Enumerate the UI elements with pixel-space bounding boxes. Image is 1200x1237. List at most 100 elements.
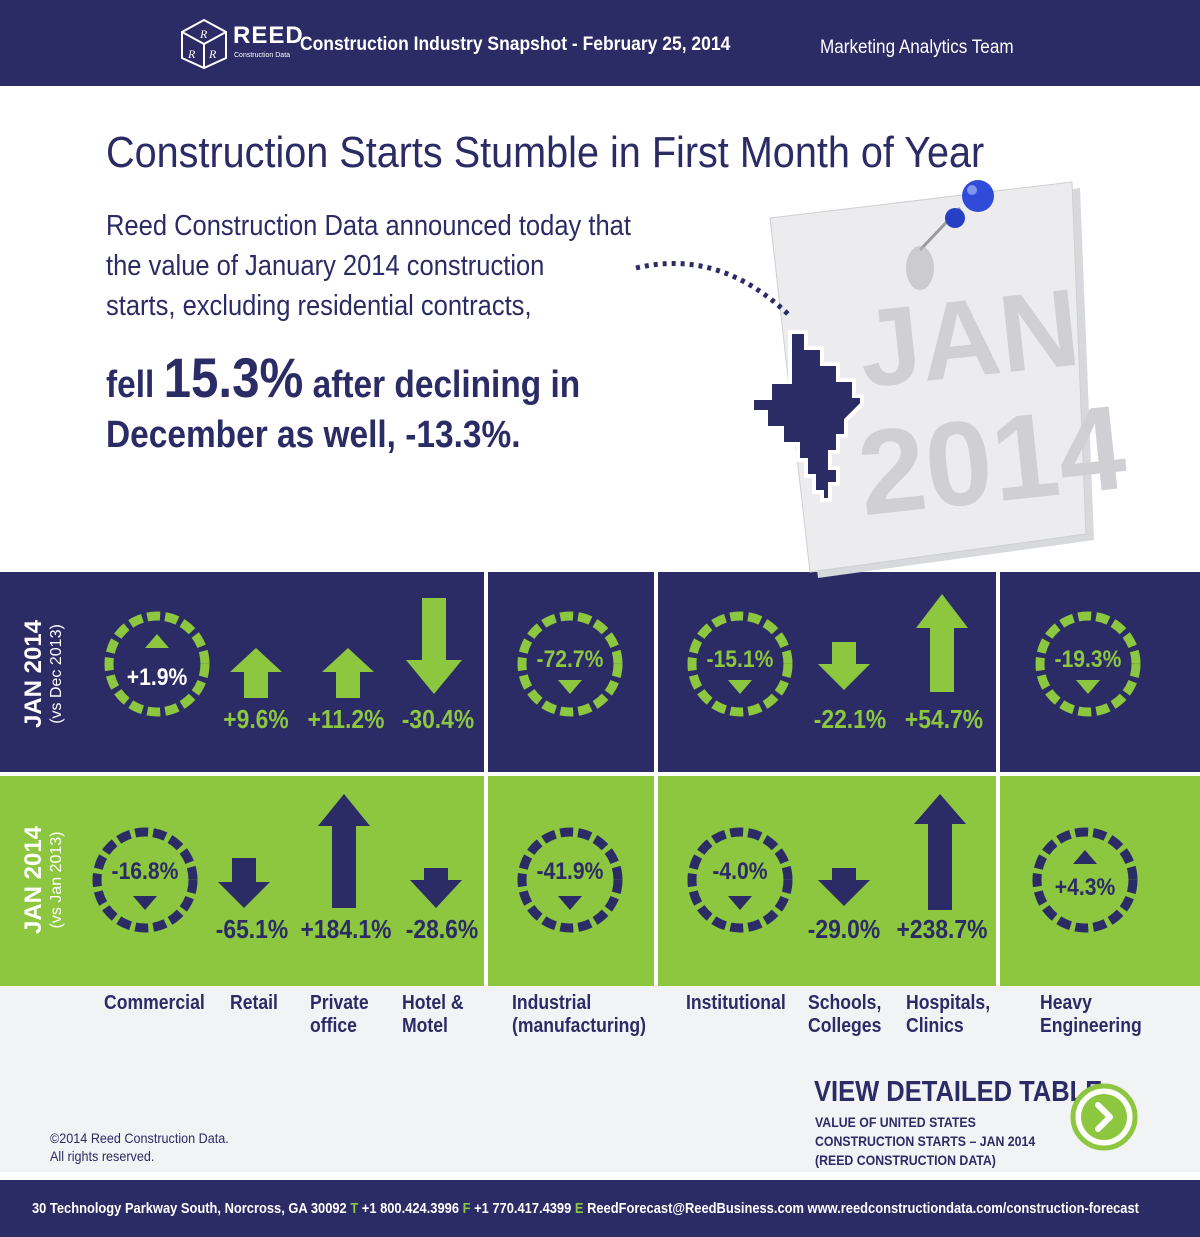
view-sub-2: CONSTRUCTION STARTS – JAN 2014: [815, 1133, 1036, 1149]
footer-contact: 30 Technology Parkway South, Norcross, G…: [32, 1200, 1139, 1217]
category-hospitals-1: Hospitals,: [906, 992, 991, 1014]
top-industrial-panel: [488, 572, 654, 772]
up-triangle-icon: [1073, 850, 1097, 864]
category-hotel-2: Motel: [402, 1015, 448, 1037]
bottom-institutional-value: -4.0%: [712, 858, 768, 885]
category-industrial: Industrial (manufacturing): [512, 992, 646, 1038]
bottom-industrial-value: -41.9%: [536, 858, 604, 885]
footer-phone-label: T: [350, 1200, 359, 1217]
category-industrial-1: Industrial: [512, 992, 592, 1014]
top-hospitals-value: +54.7%: [904, 704, 984, 734]
bottom-industrial-panel: [488, 776, 654, 986]
view-table-button[interactable]: [1070, 1083, 1138, 1151]
footer-email-label: E: [574, 1200, 584, 1217]
hotel-down-arrow-icon: [406, 598, 462, 694]
bottom-office-value: +184.1%: [300, 914, 392, 944]
hospitals-up-arrow-icon: [914, 794, 966, 910]
category-hotel-1: Hotel &: [402, 992, 464, 1014]
intro-fell-percent: 15.3%: [163, 346, 304, 409]
intro-after-text: after declining in: [303, 364, 581, 406]
footer-phone[interactable]: +1 800.424.3996: [361, 1200, 460, 1217]
intro-highlight-line-2: December as well, -13.3%.: [106, 414, 521, 456]
top-schools-value: -22.1%: [813, 704, 887, 734]
starts-grid: JAN 2014 (vs Dec 2013) JAN 2014 (vs Jan …: [0, 568, 1200, 986]
dotted-trail: [635, 260, 792, 318]
header-bar: R R R REED Construction Data Constructio…: [0, 0, 1200, 86]
bottom-hospitals-value: +238.7%: [896, 914, 988, 944]
category-private-office-2: office: [310, 1015, 357, 1037]
svg-text:R: R: [199, 27, 208, 41]
note-jan-text: JAN: [853, 266, 1085, 411]
bottom-hotel-value: -28.6%: [405, 914, 479, 944]
chevron-right-icon: [1095, 1102, 1113, 1132]
cursor-hand-icon: [750, 330, 864, 502]
hotel-down-arrow-icon: [410, 868, 462, 908]
category-labels-band: Commercial Retail Private office Hotel & M…: [0, 986, 1200, 1172]
category-institutional: Institutional: [686, 992, 786, 1014]
intro-line-1: Reed Construction Data announced today t…: [106, 210, 631, 242]
intro-line-3: starts, excluding residential contracts,: [106, 290, 532, 322]
reed-logo[interactable]: R R R: [178, 18, 230, 70]
top-heavy-panel: [1000, 572, 1200, 772]
category-schools-2: Colleges: [808, 1015, 882, 1037]
footer-address: 30 Technology Parkway South, Norcross, G…: [32, 1200, 347, 1217]
page-title: Construction Starts Stumble in First Mon…: [106, 128, 985, 177]
view-table-link[interactable]: VIEW DETAILED TABLE: [814, 1076, 1103, 1108]
footer-fax: +1 770.417.4399: [474, 1200, 572, 1217]
office-up-arrow-icon: [318, 794, 370, 908]
down-triangle-icon: [133, 896, 157, 910]
up-triangle-icon: [145, 634, 169, 648]
top-institutional-value: -15.1%: [706, 646, 774, 673]
category-heavy: Heavy Engineering: [1040, 992, 1142, 1038]
down-triangle-icon: [728, 680, 752, 694]
bottom-commercial-value: -16.8%: [111, 858, 179, 885]
bottom-heavy-value: +4.3%: [1054, 874, 1116, 901]
category-private-office: Private office: [310, 992, 369, 1038]
pinned-note: JAN 2014: [769, 181, 1132, 578]
bottom-retail-value: -65.1%: [215, 914, 289, 944]
top-hotel-value: -30.4%: [401, 704, 475, 734]
svg-text:R: R: [208, 47, 217, 61]
footer-bar: 30 Technology Parkway South, Norcross, G…: [0, 1180, 1200, 1237]
top-retail-value: +9.6%: [223, 704, 289, 734]
footer-fax-label: F: [462, 1200, 471, 1217]
retail-down-arrow-icon: [218, 858, 270, 908]
down-triangle-icon: [558, 896, 582, 910]
footer-email-link[interactable]: ReedForecast@ReedBusiness.com: [587, 1200, 804, 1217]
intro-line-2: the value of January 2014 construction: [106, 250, 545, 282]
logo-wordmark: REED: [233, 22, 304, 49]
footer-website-link[interactable]: www.reedconstructiondata.com/constructio…: [807, 1200, 1139, 1217]
intro-fell-text: fell: [106, 364, 164, 406]
logo-subtitle: Construction Data: [234, 52, 291, 59]
grid-graphics: [0, 594, 1200, 986]
schools-down-arrow-icon: [818, 642, 870, 690]
retail-up-arrow-icon: [230, 648, 282, 698]
down-triangle-icon: [728, 896, 752, 910]
top-commercial-value: +1.9%: [126, 664, 188, 691]
view-sub-3: (REED CONSTRUCTION DATA): [815, 1152, 996, 1168]
category-hotel: Hotel & Motel: [402, 992, 464, 1038]
hospitals-up-arrow-icon: [916, 594, 968, 692]
note-year-text: 2014: [852, 380, 1132, 541]
snapshot-title: Construction Industry Snapshot - Februar…: [300, 34, 731, 55]
category-schools: Schools, Colleges: [808, 992, 881, 1038]
copyright-line-1: ©2014 Reed Construction Data.: [50, 1130, 229, 1146]
category-schools-1: Schools,: [808, 992, 882, 1014]
down-triangle-icon: [1076, 680, 1100, 694]
category-hospitals-2: Clinics: [906, 1015, 964, 1037]
category-commercial: Commercial: [104, 992, 205, 1014]
view-sub-1: VALUE OF UNITED STATES: [815, 1114, 976, 1130]
top-industrial-value: -72.7%: [536, 646, 604, 673]
bottom-schools-value: -29.0%: [807, 914, 881, 944]
intro-highlight-line-1: fell 15.3% after declining in: [106, 345, 580, 410]
office-up-arrow-icon: [322, 648, 374, 698]
schools-down-arrow-icon: [818, 868, 870, 906]
pushpin-icon: [906, 180, 994, 290]
category-heavy-1: Heavy: [1040, 992, 1092, 1014]
category-industrial-2: (manufacturing): [512, 1015, 646, 1037]
category-hospitals: Hospitals, Clinics: [906, 992, 990, 1038]
category-heavy-2: Engineering: [1040, 1015, 1142, 1037]
category-retail: Retail: [230, 992, 278, 1014]
top-office-value: +11.2%: [307, 704, 385, 734]
copyright-line-2: All rights reserved.: [50, 1148, 155, 1164]
